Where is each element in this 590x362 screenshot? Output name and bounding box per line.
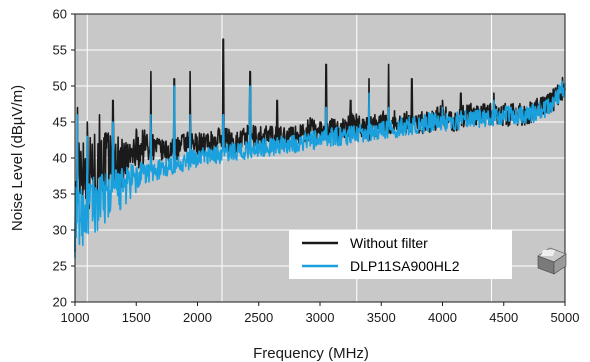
x-tick-label: 3000	[306, 310, 335, 325]
y-tick-label: 55	[53, 43, 67, 58]
legend: Without filter DLP11SA900HL2	[289, 230, 512, 279]
x-axis-label: Frequency (MHz)	[253, 345, 369, 362]
x-tick-label: 4500	[489, 310, 518, 325]
y-tick-label: 20	[53, 295, 67, 310]
x-tick-label: 1500	[122, 310, 151, 325]
x-tick-label: 1000	[61, 310, 90, 325]
y-tick-label: 35	[53, 187, 67, 202]
y-tick-label: 50	[53, 79, 67, 94]
x-tick-label: 3500	[367, 310, 396, 325]
series-layer	[74, 38, 566, 259]
y-tick-label: 60	[53, 7, 67, 22]
series-line-dlp11sa900hl2	[74, 80, 566, 259]
y-tick-label: 40	[53, 151, 67, 166]
x-tick-label: 2500	[244, 310, 273, 325]
y-axis-label: Noise Level (dBµV/m)	[9, 85, 26, 231]
y-axis-ticks: 20 25 30 35 40 45 50 55 60	[53, 7, 75, 310]
component-chip-icon	[537, 247, 567, 275]
series-line-without-filter	[74, 38, 566, 253]
legend-box	[289, 230, 512, 279]
x-tick-label: 2000	[183, 310, 212, 325]
y-tick-label: 45	[53, 115, 67, 130]
legend-label-without-filter: Without filter	[350, 235, 428, 251]
y-tick-label: 30	[53, 223, 67, 238]
x-tick-label: 4000	[428, 310, 457, 325]
legend-label-dlp11sa900hl2: DLP11SA900HL2	[350, 258, 460, 274]
x-axis-ticks: 1000 1500 2000 2500 3000 3500 4000 4500 5000	[61, 302, 580, 325]
y-tick-label: 25	[53, 259, 67, 274]
x-tick-label: 5000	[551, 310, 580, 325]
